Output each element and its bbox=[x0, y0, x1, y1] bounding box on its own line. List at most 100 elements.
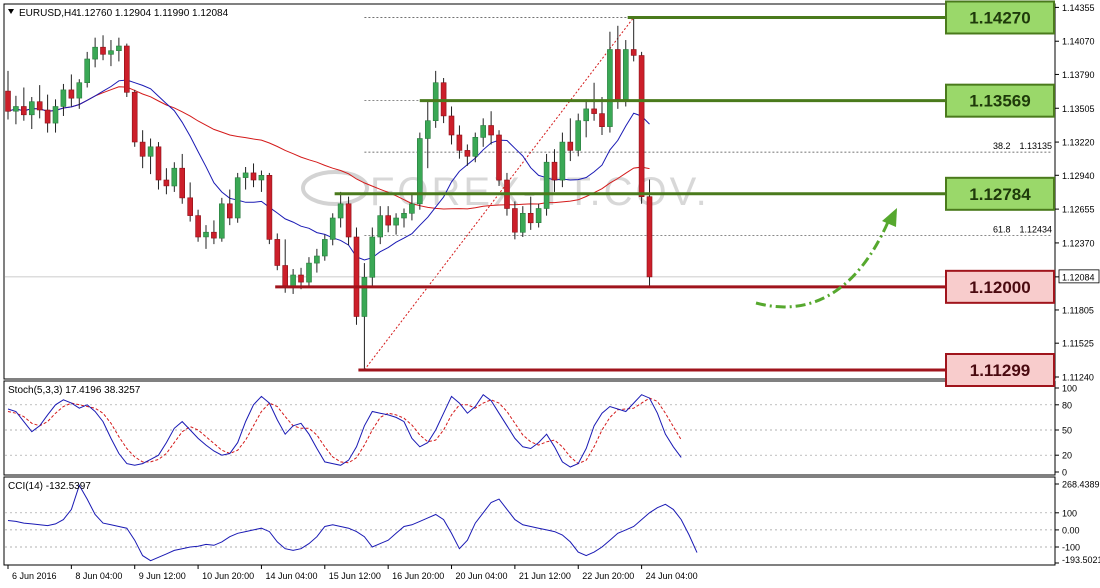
price-tick-label: 1.14355 bbox=[1062, 3, 1095, 13]
candle-body bbox=[401, 213, 407, 219]
candle-body bbox=[314, 255, 320, 264]
fib-ratio-label: 38.2 bbox=[993, 141, 1011, 151]
price-tick-label: 1.13220 bbox=[1062, 138, 1095, 148]
candle-body bbox=[329, 217, 336, 240]
level-layer: 1.14270 1.13569 1.12784 1.12000 1.11299 bbox=[275, 0, 1055, 387]
candle-body bbox=[567, 141, 574, 151]
candle-body bbox=[242, 172, 249, 178]
stoch-tick-label: 0 bbox=[1062, 468, 1067, 478]
candle-body bbox=[369, 236, 376, 278]
fib-value-label: 1.13135 bbox=[1019, 141, 1052, 151]
time-tick-label: 16 Jun 20:00 bbox=[392, 571, 444, 581]
candle-body bbox=[282, 265, 289, 288]
candle-body bbox=[551, 161, 558, 181]
candle-body bbox=[179, 167, 185, 199]
axis-layer: 1.14355 1.14070 1.13790 1.13505 1.13220 1.129… bbox=[7, 3, 1100, 581]
candle-body bbox=[607, 49, 613, 127]
time-tick-label: 14 Jun 04:00 bbox=[265, 571, 317, 581]
candle-body bbox=[638, 55, 645, 197]
time-tick-label: 22 Jun 20:00 bbox=[582, 571, 634, 581]
stoch-main-line bbox=[7, 393, 682, 468]
cci-tick-label: -100 bbox=[1062, 543, 1080, 553]
current-price-box bbox=[1058, 269, 1100, 284]
candle-body bbox=[480, 125, 487, 138]
symbol-label: EURUSD,H4 bbox=[19, 8, 77, 19]
price-layer: 38.2 1.13135 61.8 1.12434 bbox=[5, 17, 1054, 371]
candle-body bbox=[92, 46, 98, 60]
stoch-tick-label: 20 bbox=[1062, 451, 1072, 461]
candle-body bbox=[36, 101, 43, 111]
price-tick-label: 1.11240 bbox=[1062, 373, 1094, 383]
triangle-down-icon[interactable] bbox=[8, 9, 14, 14]
level-value-label: 1.14270 bbox=[969, 8, 1030, 27]
candle-body bbox=[195, 215, 201, 238]
candle-body bbox=[290, 274, 296, 288]
candle-body bbox=[44, 109, 51, 124]
candle-body bbox=[68, 89, 75, 99]
candle-body bbox=[385, 215, 392, 226]
candle-body bbox=[361, 276, 368, 317]
arrow-head-icon bbox=[882, 208, 897, 227]
stoch-layer bbox=[5, 393, 1054, 468]
candle-body bbox=[20, 106, 27, 116]
candle-body bbox=[575, 120, 582, 151]
candle-body bbox=[519, 213, 526, 233]
candle-body bbox=[496, 134, 502, 181]
level-value-label: 1.13569 bbox=[969, 92, 1030, 111]
projection-arrow bbox=[755, 221, 890, 309]
candle-body bbox=[298, 274, 304, 283]
price-tick-label: 1.12084 bbox=[1062, 272, 1095, 282]
level-box bbox=[945, 0, 1055, 35]
price-tick-label: 1.13790 bbox=[1062, 70, 1095, 80]
stoch-tick-label: 100 bbox=[1062, 384, 1077, 394]
candle-body bbox=[13, 106, 19, 112]
candle-body bbox=[464, 150, 471, 157]
candle-body bbox=[76, 82, 83, 99]
level-value-label: 1.12000 bbox=[969, 278, 1030, 297]
candle-body bbox=[527, 213, 534, 224]
candle-body bbox=[171, 167, 178, 187]
candle-body bbox=[583, 108, 590, 122]
candle-body bbox=[630, 49, 637, 56]
candle-body bbox=[258, 175, 265, 181]
cci-line bbox=[7, 484, 698, 562]
candle-body bbox=[131, 91, 138, 143]
cci-title: CCI(14) -132.5397 bbox=[8, 481, 91, 492]
candle-body bbox=[559, 141, 566, 181]
candle-body bbox=[614, 49, 621, 100]
candle-body bbox=[108, 50, 114, 55]
candle-body bbox=[100, 46, 106, 55]
level-box bbox=[945, 269, 1055, 304]
candle-body bbox=[377, 215, 384, 238]
candle-body bbox=[250, 172, 257, 181]
level-value-label: 1.11299 bbox=[970, 361, 1031, 380]
candle-body bbox=[409, 203, 415, 214]
time-tick-label: 20 Jun 04:00 bbox=[456, 571, 508, 581]
candle-body bbox=[5, 90, 11, 112]
candle-body bbox=[622, 49, 629, 100]
candle-body bbox=[393, 217, 399, 226]
candle-body bbox=[591, 108, 597, 114]
candle-body bbox=[321, 239, 328, 257]
candle-body bbox=[163, 179, 170, 187]
candle-body bbox=[155, 146, 162, 181]
price-tick-label: 1.14070 bbox=[1062, 37, 1095, 47]
candle-body bbox=[424, 120, 431, 139]
cci-panel-frame bbox=[3, 476, 1056, 566]
cci-tick-label: 268.4389 bbox=[1062, 480, 1100, 490]
ma-fast-line bbox=[7, 79, 650, 261]
candle-body bbox=[535, 208, 542, 223]
candle-body bbox=[124, 45, 130, 93]
level-box bbox=[945, 83, 1055, 118]
candle-body bbox=[337, 203, 344, 219]
candle-body bbox=[488, 125, 494, 136]
price-tick-label: 1.11805 bbox=[1062, 305, 1094, 315]
candle-body bbox=[456, 134, 463, 151]
time-tick-label: 21 Jun 12:00 bbox=[519, 571, 571, 581]
candle-body bbox=[353, 236, 360, 317]
time-tick-label: 10 Jun 20:00 bbox=[202, 571, 254, 581]
candle-body bbox=[274, 239, 281, 266]
candle-body bbox=[599, 113, 605, 127]
candle-body bbox=[147, 146, 154, 157]
